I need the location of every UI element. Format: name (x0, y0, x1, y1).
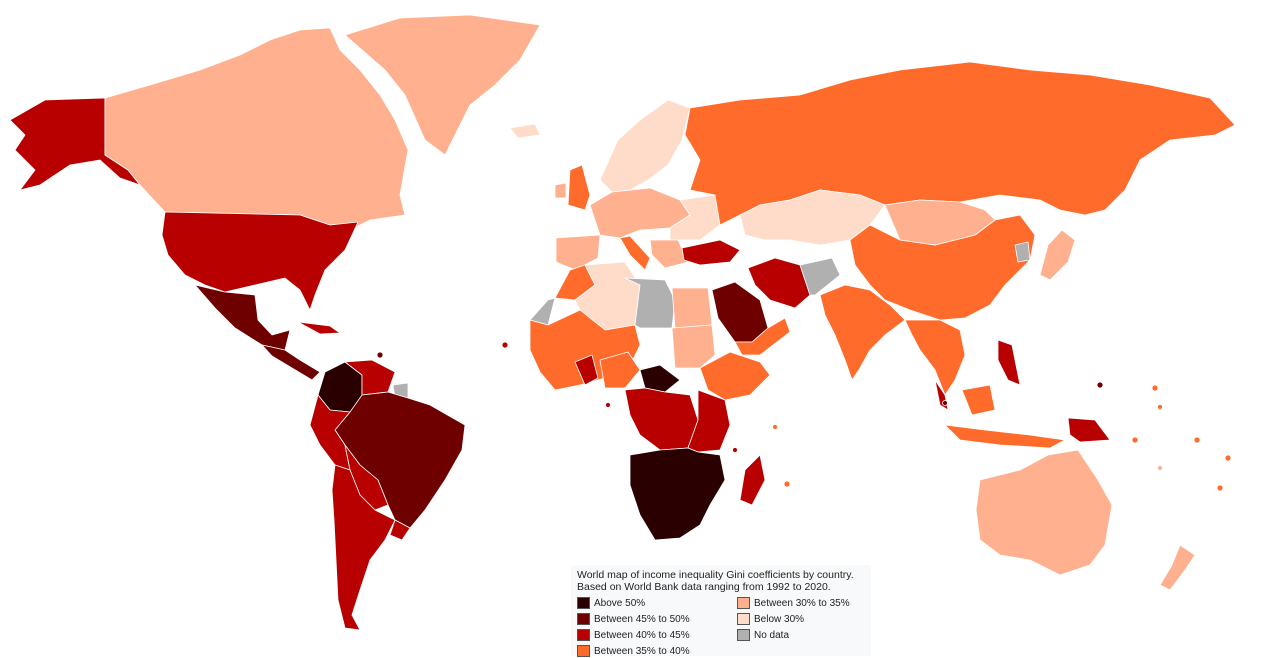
region-mexico (194, 284, 291, 351)
region-usa (161, 211, 359, 311)
region-korea (1014, 241, 1031, 263)
region-philippines (997, 339, 1021, 386)
region-saudi-arabia (711, 281, 769, 343)
legend-swatch (737, 629, 750, 641)
island-dot (1096, 381, 1104, 389)
region-iceland (509, 123, 541, 139)
island-dot (376, 351, 384, 359)
island-dot (1224, 454, 1232, 462)
legend-item-below-30: Below 30% (737, 612, 867, 626)
legend-item-no-data: No data (737, 628, 867, 642)
region-russia (684, 61, 1236, 226)
legend-swatch (577, 629, 590, 641)
island-dot (1151, 384, 1159, 392)
island-dot (732, 447, 738, 453)
region-east-africa (687, 389, 731, 453)
island-dot (1193, 436, 1201, 444)
region-congo-drc (624, 387, 699, 451)
region-png (1067, 417, 1111, 443)
region-iran (747, 257, 811, 309)
region-chile-argentina (331, 464, 396, 631)
legend-grid: Above 50% Between 30% to 35% Between 45%… (577, 596, 865, 658)
region-ethiopia-horn (699, 351, 771, 401)
island-dot (1157, 404, 1163, 410)
legend-title: World map of income inequality Gini coef… (577, 569, 854, 593)
region-japan (1039, 229, 1076, 281)
island-dot (1131, 436, 1139, 444)
region-italy (619, 235, 651, 271)
legend-swatch (737, 613, 750, 625)
region-libya (624, 277, 676, 329)
region-india (819, 284, 906, 381)
legend-label: Between 40% to 45% (594, 629, 690, 641)
region-indonesia (944, 384, 1066, 449)
region-balkans (649, 239, 689, 269)
region-mongolia (884, 199, 996, 246)
region-cuba (297, 321, 341, 335)
region-madagascar (739, 454, 766, 506)
region-ghana (574, 354, 599, 386)
region-ireland (554, 182, 567, 199)
legend-label: No data (754, 629, 790, 641)
legend-swatch (577, 613, 590, 625)
legend-label: Between 30% to 35% (754, 597, 850, 609)
region-central-america (261, 344, 321, 381)
legend-item-45-50: Between 45% to 50% (577, 612, 737, 626)
region-australia (975, 449, 1113, 576)
region-sudan (671, 324, 716, 369)
region-southeast-asia (904, 319, 966, 396)
island-dot (605, 402, 611, 408)
region-new-zealand (1159, 544, 1196, 591)
region-iberia (555, 234, 601, 271)
region-greenland (344, 14, 541, 156)
legend-swatch (577, 645, 590, 657)
region-canada (104, 27, 409, 231)
legend-item-40-45: Between 40% to 45% (577, 628, 737, 642)
legend-item-30-35: Between 30% to 35% (737, 596, 867, 610)
region-central-african-rep (639, 364, 681, 393)
island-dot (1216, 484, 1224, 492)
legend-label: Between 45% to 50% (594, 613, 690, 625)
island-dot (1157, 465, 1163, 471)
region-egypt (671, 287, 713, 329)
map-legend: World map of income inequality Gini coef… (571, 565, 871, 658)
region-turkey (681, 239, 741, 266)
island-dot (772, 424, 778, 430)
region-yemen-oman (734, 317, 791, 356)
legend-swatch (737, 597, 750, 609)
legend-label: Above 50% (594, 597, 646, 609)
island-dot (783, 480, 791, 488)
region-uk (567, 164, 591, 211)
region-southern-africa (629, 447, 726, 541)
legend-label: Below 30% (754, 613, 805, 625)
region-nigeria (599, 351, 641, 389)
island-dot (501, 341, 509, 349)
region-uruguay (389, 519, 411, 541)
region-afghanistan (799, 257, 841, 296)
region-scandinavia (599, 99, 691, 193)
legend-label: Between 35% to 40% (594, 645, 690, 657)
legend-item-above-50: Above 50% (577, 596, 737, 610)
legend-swatch (577, 597, 590, 609)
island-dot (942, 400, 948, 406)
